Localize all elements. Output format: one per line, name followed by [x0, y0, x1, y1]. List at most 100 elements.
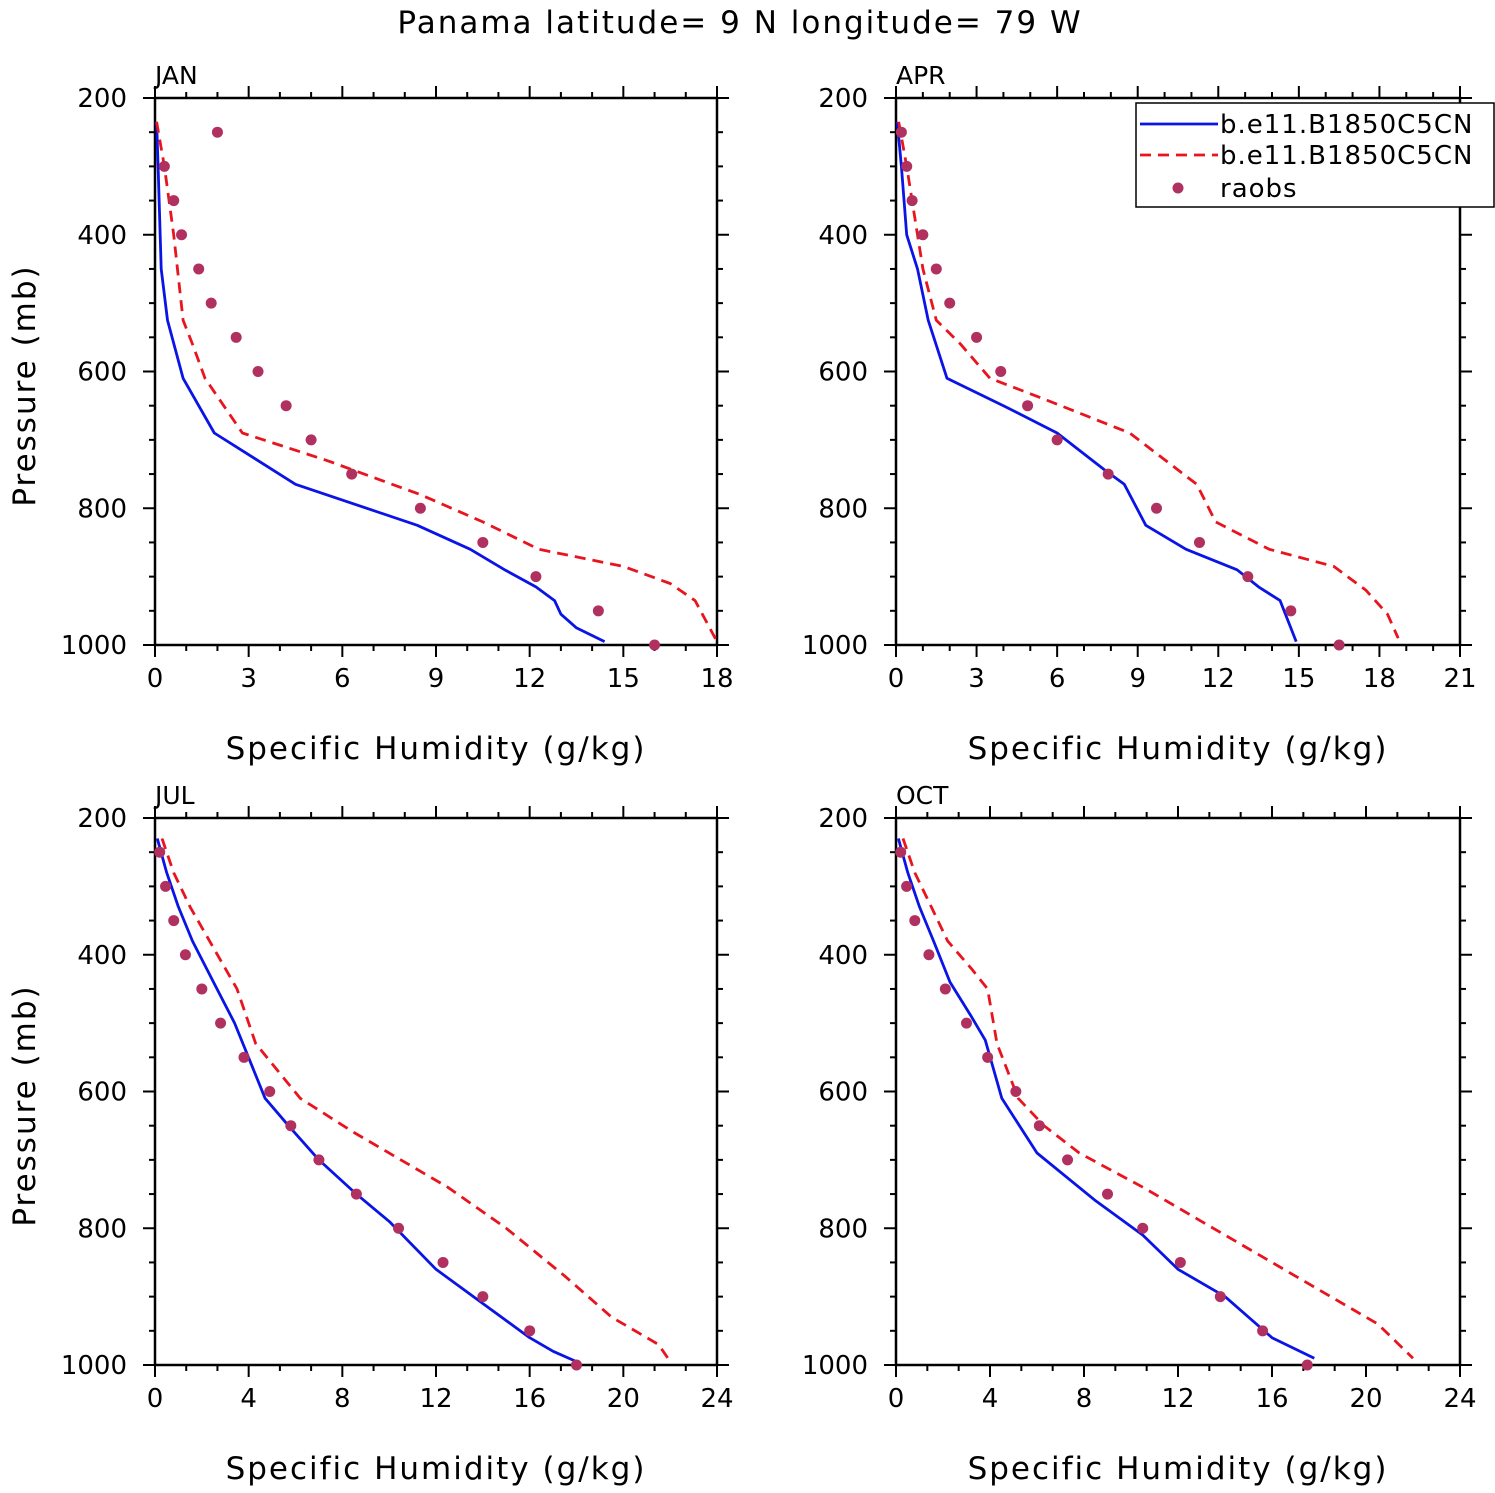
- y-tick-label: 200: [818, 84, 868, 114]
- y-tick-label: 400: [77, 941, 127, 971]
- raobs-point: [1051, 434, 1063, 446]
- raobs-point: [592, 605, 604, 617]
- series-line-dashed: [901, 838, 1414, 1360]
- raobs-point: [160, 880, 172, 892]
- raobs-point: [1010, 1086, 1022, 1097]
- x-tick-label: 0: [147, 1384, 164, 1414]
- x-tick-label: 8: [1076, 1384, 1093, 1414]
- x-tick-label: 4: [982, 1384, 999, 1414]
- raobs-point: [158, 160, 170, 172]
- series-line-solid: [155, 121, 606, 643]
- x-tick-label: 6: [1049, 664, 1066, 694]
- y-tick-label: 600: [77, 1078, 127, 1108]
- y-tick-label: 200: [818, 804, 868, 834]
- raobs-point: [971, 331, 983, 343]
- x-axis-label: Specific Humidity (g/kg): [226, 731, 647, 767]
- raobs-point: [230, 331, 242, 343]
- x-tick-label: 20: [607, 1384, 640, 1414]
- raobs-point: [1214, 1291, 1226, 1303]
- x-tick-label: 18: [1363, 664, 1396, 694]
- y-tick-label: 600: [818, 358, 868, 388]
- raobs-point: [1285, 605, 1297, 617]
- raobs-point: [1102, 1188, 1113, 1200]
- raobs-point: [1151, 502, 1163, 514]
- raobs-point: [1257, 1325, 1269, 1337]
- x-tick-label: 24: [700, 1384, 733, 1414]
- raobs-point: [211, 126, 223, 138]
- raobs-point: [571, 1359, 582, 1371]
- raobs-point: [196, 983, 208, 995]
- figure-title: Panama latitude= 9 N longitude= 79 W: [397, 5, 1082, 41]
- raobs-point: [350, 1188, 362, 1200]
- y-tick-label: 200: [77, 84, 127, 114]
- plot-frame: [153, 816, 719, 1367]
- x-tick-label: 20: [1349, 1384, 1382, 1414]
- legend-label: b.e11.B1850C5CN: [1220, 141, 1473, 171]
- y-tick-label: 800: [77, 1214, 127, 1244]
- x-tick-label: 9: [428, 664, 445, 694]
- raobs-point: [205, 297, 217, 309]
- x-tick-label: 12: [419, 1384, 452, 1414]
- raobs-point: [252, 366, 264, 377]
- raobs-point: [1033, 1120, 1045, 1132]
- raobs-point: [1022, 400, 1034, 412]
- panel-label: APR: [896, 61, 946, 90]
- raobs-point: [944, 297, 956, 309]
- x-tick-label: 0: [888, 664, 905, 694]
- panel-apr: 0 3 6 9 12 15 18 21 200 400 600 800 1000 APR Specific …: [802, 61, 1477, 767]
- panel-label: JUL: [153, 781, 195, 810]
- raobs-point: [1242, 571, 1254, 583]
- y-tick-label: 1000: [61, 631, 127, 661]
- x-tick-label: 12: [513, 664, 546, 694]
- plot-frame: [153, 96, 719, 647]
- raobs-point: [524, 1325, 536, 1337]
- legend-label: raobs: [1220, 174, 1298, 204]
- raobs-point: [305, 434, 317, 446]
- x-axis-label: Specific Humidity (g/kg): [226, 1451, 647, 1487]
- y-tick-label: 800: [818, 494, 868, 524]
- x-tick-label: 8: [334, 1384, 351, 1414]
- y-tick-label: 1000: [802, 631, 868, 661]
- x-tick-label: 16: [1255, 1384, 1288, 1414]
- raobs-point: [923, 949, 935, 961]
- raobs-point: [437, 1256, 449, 1268]
- raobs-point: [939, 983, 951, 995]
- panel-label: OCT: [896, 781, 949, 810]
- panel-label: JAN: [153, 61, 198, 90]
- y-axis-label: Pressure (mb): [7, 264, 43, 506]
- x-tick-label: 15: [1282, 664, 1315, 694]
- x-tick-label: 18: [700, 664, 733, 694]
- series-line-dashed: [160, 838, 672, 1363]
- x-tick-label: 12: [1161, 1384, 1194, 1414]
- raobs-point: [280, 400, 292, 412]
- y-tick-label: 1000: [802, 1351, 868, 1381]
- raobs-point: [995, 366, 1007, 377]
- raobs-point: [414, 502, 426, 514]
- raobs-point: [285, 1120, 297, 1132]
- y-tick-label: 600: [77, 358, 127, 388]
- raobs-point: [393, 1222, 405, 1234]
- raobs-point: [238, 1051, 250, 1063]
- x-tick-label: 16: [513, 1384, 546, 1414]
- y-axis-label: Pressure (mb): [7, 984, 43, 1226]
- raobs-point: [1333, 639, 1345, 651]
- x-tick-label: 24: [1443, 1384, 1476, 1414]
- x-tick-label: 3: [968, 664, 985, 694]
- y-tick-label: 800: [77, 494, 127, 524]
- raobs-point: [961, 1017, 972, 1029]
- x-tick-label: 0: [147, 664, 164, 694]
- raobs-point: [1137, 1222, 1149, 1234]
- panel-jul: 0 4 8 12 16 20 24 200 400 600 800 1000 JUL Specific H…: [7, 781, 734, 1487]
- raobs-point: [930, 263, 942, 275]
- y-tick-label: 200: [77, 804, 127, 834]
- raobs-point: [346, 468, 358, 480]
- raobs-point: [477, 536, 489, 548]
- y-tick-label: 600: [818, 1078, 868, 1108]
- raobs-point: [895, 126, 907, 138]
- raobs-point: [215, 1017, 227, 1029]
- raobs-point: [168, 915, 180, 927]
- x-tick-label: 21: [1443, 664, 1476, 694]
- raobs-point: [264, 1086, 276, 1097]
- raobs-point: [313, 1154, 325, 1166]
